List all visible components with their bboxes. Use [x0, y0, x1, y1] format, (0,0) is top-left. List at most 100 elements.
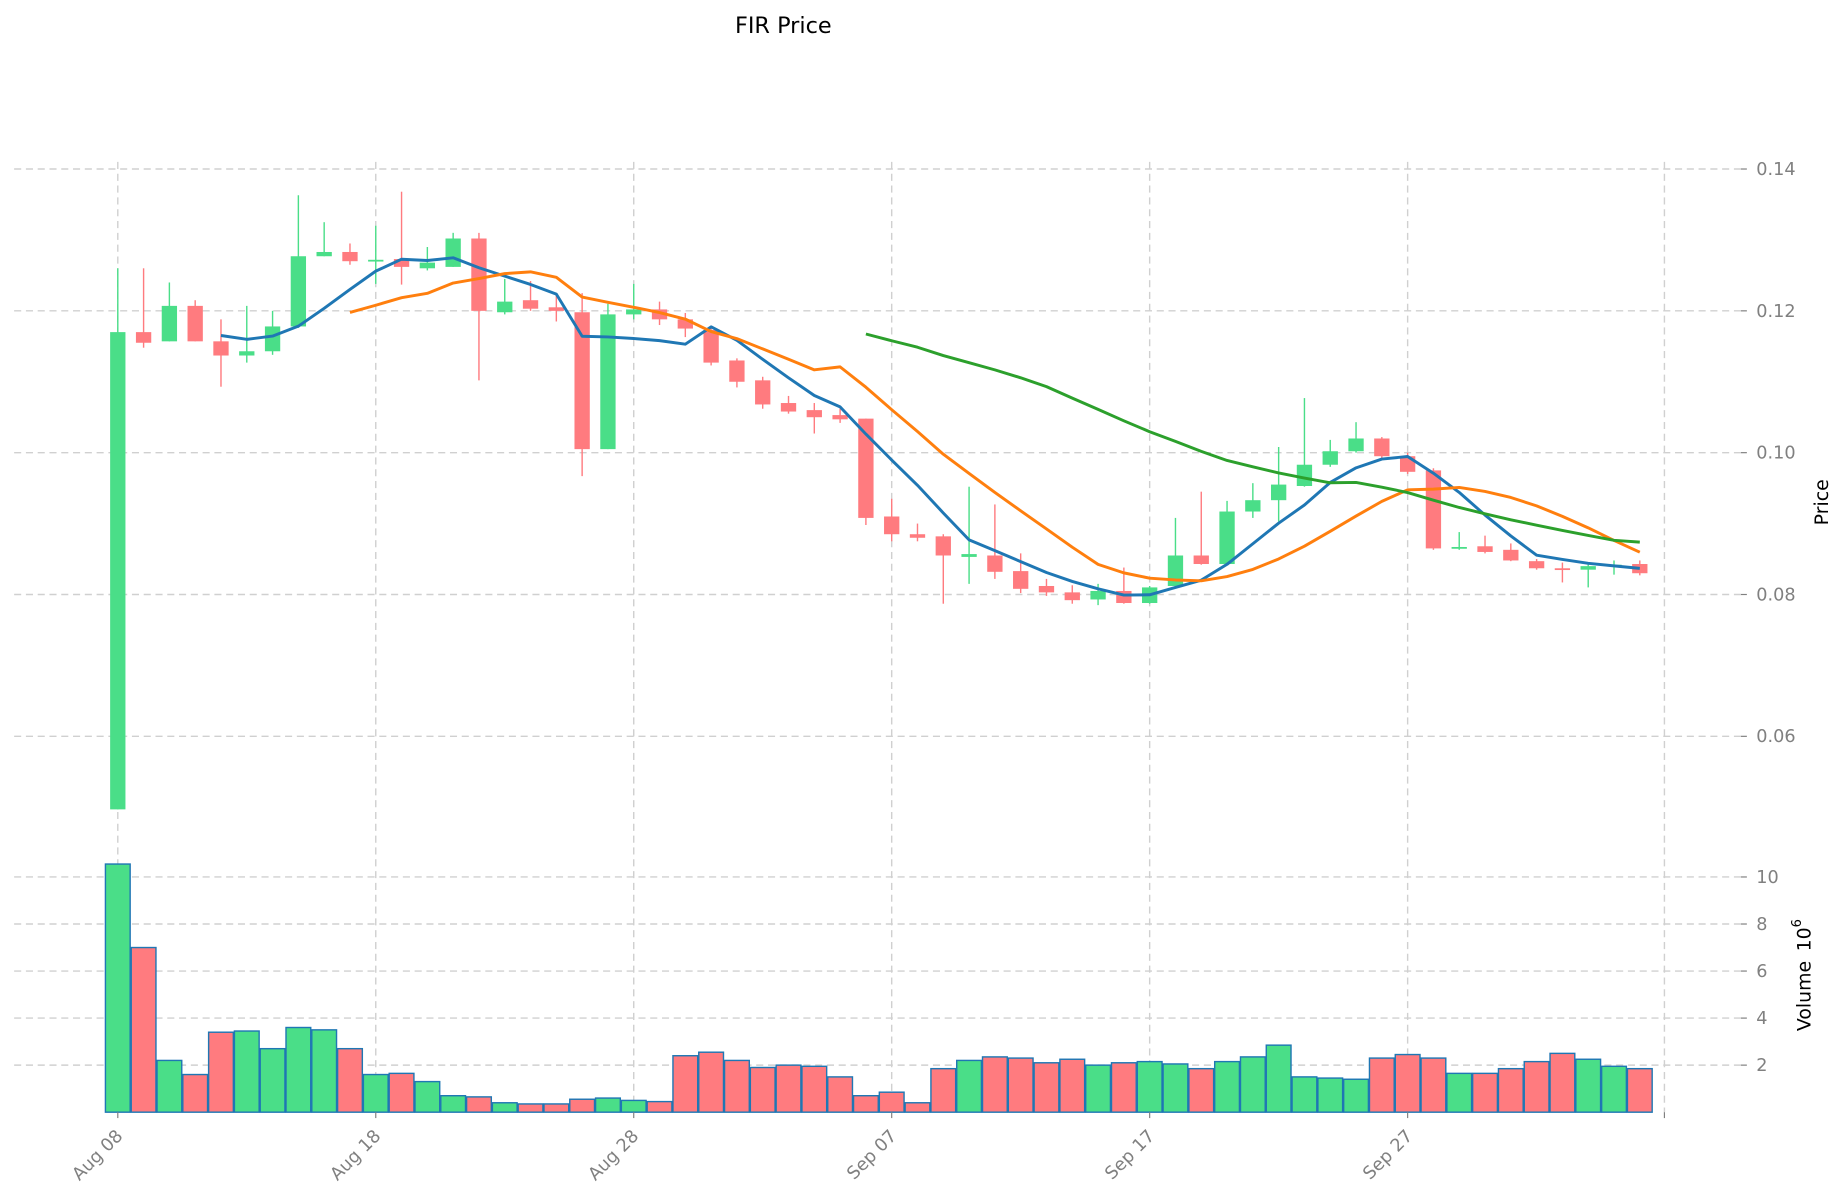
candle-body: [393, 259, 410, 267]
candle-body: [755, 380, 771, 405]
candle-body: [290, 256, 307, 327]
candle-body: [135, 332, 152, 343]
candle-body: [1038, 585, 1055, 593]
candle-body: [626, 309, 642, 315]
date-tick-label: Sep 27: [1360, 1126, 1418, 1184]
volume-bar: [440, 1095, 467, 1113]
date-tick-label: Aug 28: [585, 1126, 643, 1185]
candle-body: [1554, 568, 1571, 571]
volume-bar: [904, 1102, 931, 1113]
volume-label-text: Volume: [1794, 961, 1816, 1031]
volume-bar: [1394, 1053, 1421, 1113]
volume-exponent: 6: [1790, 919, 1805, 927]
candle-body: [677, 319, 693, 329]
volume-tick-label: 6: [1756, 962, 1767, 982]
volume-bar: [1446, 1072, 1473, 1113]
volume-bar: [156, 1059, 183, 1113]
volume-bar: [1626, 1067, 1653, 1113]
candle-body: [1219, 511, 1235, 565]
candle-body: [368, 259, 384, 262]
candle-body: [1013, 571, 1029, 589]
volume-bar: [1033, 1062, 1060, 1113]
candle-body: [884, 516, 900, 535]
volume-bar: [646, 1100, 673, 1113]
date-tick-label: Sep 07: [844, 1126, 902, 1184]
candle-body: [1451, 546, 1467, 549]
ma-5-line: [220, 256, 1640, 597]
candle-body: [419, 262, 436, 269]
volume-bar: [543, 1103, 570, 1113]
volume-tick-label: 8: [1756, 915, 1767, 935]
volume-bar: [1342, 1078, 1370, 1113]
volume-bar: [388, 1072, 415, 1113]
volume-bar: [878, 1091, 905, 1113]
volume-bar: [1213, 1060, 1241, 1113]
candle-body: [1425, 470, 1442, 549]
chart-title: FIR Price: [735, 13, 832, 39]
date-tick-label: Sep 17: [1102, 1126, 1160, 1184]
volume-bars: [104, 863, 1653, 1113]
volume-bar: [1420, 1057, 1447, 1113]
volume-bar: [749, 1066, 776, 1113]
volume-bar: [517, 1103, 544, 1113]
volume-bar: [1084, 1064, 1112, 1113]
candle-body: [1090, 590, 1106, 600]
candle-body: [187, 305, 203, 342]
volume-bar: [130, 946, 157, 1113]
volume-bar: [207, 1031, 235, 1113]
volume-bar: [259, 1047, 286, 1113]
candle-body: [574, 312, 590, 450]
candle-body: [522, 300, 539, 309]
candle-body: [1245, 500, 1261, 512]
volume-bar: [1007, 1057, 1034, 1113]
candle-body: [935, 536, 951, 556]
volume-bar: [801, 1065, 828, 1113]
volume-bar: [491, 1102, 518, 1113]
volume-tick-label: 4: [1756, 1009, 1767, 1029]
candle-body: [1528, 561, 1545, 569]
candles: [110, 191, 1648, 810]
volume-bar: [1368, 1057, 1395, 1113]
candle-body: [1064, 592, 1080, 601]
candle-body: [1270, 484, 1287, 501]
candle-body: [832, 415, 848, 420]
volume-bar: [1575, 1058, 1602, 1113]
candle-body: [729, 360, 745, 382]
volume-bar: [465, 1096, 493, 1113]
volume-bar: [594, 1097, 622, 1113]
volume-bar: [569, 1098, 596, 1113]
candle-body: [1580, 566, 1596, 570]
date-tick-label: Aug 08: [69, 1126, 127, 1185]
candle-body: [264, 326, 281, 352]
price-tick-label: 0.08: [1756, 585, 1795, 605]
candle-body: [497, 301, 513, 313]
candle-body: [651, 309, 668, 320]
candle-body: [858, 418, 874, 518]
ma-10-line: [349, 270, 1641, 583]
candle-body: [342, 251, 358, 262]
volume-bar: [1497, 1067, 1524, 1113]
volume-bar: [1317, 1077, 1344, 1113]
volume-bar: [1059, 1058, 1086, 1113]
candle-body: [909, 534, 926, 538]
price-tick-label: 0.14: [1756, 160, 1795, 180]
candle-body: [1503, 549, 1519, 561]
candle-body: [239, 351, 255, 356]
price-tick-label: 0.10: [1756, 444, 1795, 464]
candle-body: [1193, 555, 1209, 565]
candle-body: [703, 329, 719, 363]
volume-bar: [285, 1026, 312, 1113]
price-axis-label: Price: [1811, 479, 1833, 525]
candle-body: [1632, 564, 1648, 574]
volume-bar: [414, 1080, 441, 1113]
volume-tick-label: 2: [1756, 1056, 1767, 1076]
volume-bar: [233, 1030, 260, 1113]
volume-bar: [182, 1073, 209, 1113]
volume-bar: [1291, 1076, 1318, 1113]
candle-body: [1374, 438, 1390, 457]
grid-lines: [14, 161, 1741, 1113]
candle-body: [548, 307, 564, 311]
volume-bar: [672, 1055, 699, 1113]
candle-body: [471, 238, 487, 311]
